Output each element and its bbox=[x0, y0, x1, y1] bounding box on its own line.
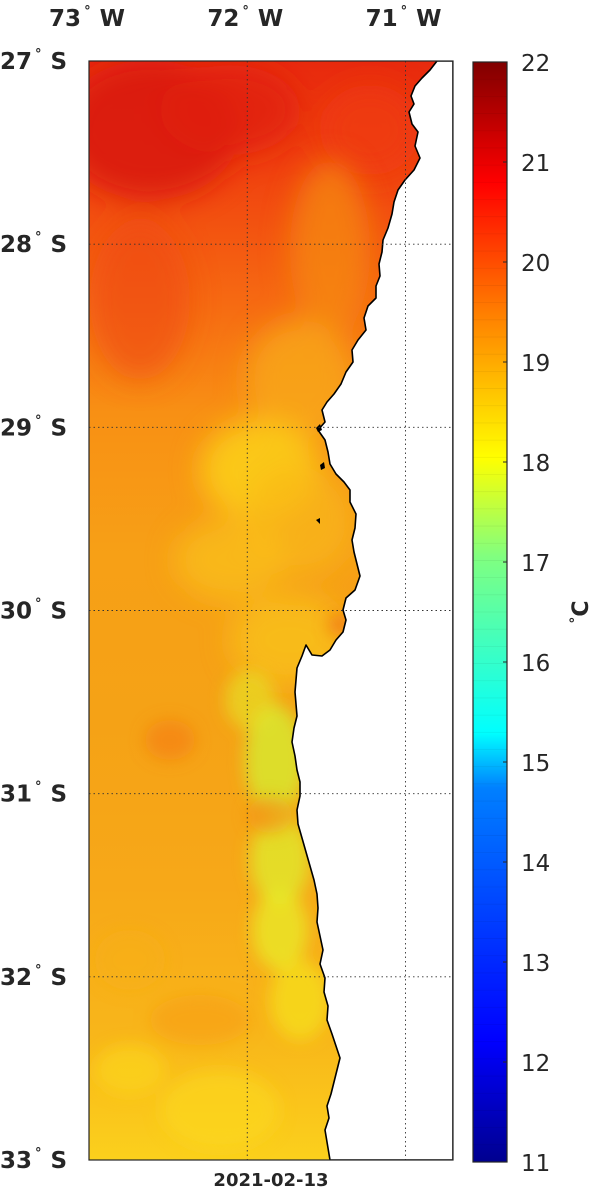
island bbox=[316, 424, 322, 432]
longitude-label: 71 ° W bbox=[366, 4, 442, 32]
colorbar-bands bbox=[473, 78, 507, 1146]
colorbar-tick-label: 13 bbox=[521, 951, 550, 977]
colorbar-tick-label: 12 bbox=[521, 1051, 550, 1077]
latitude-label: 30 ° S bbox=[0, 597, 67, 625]
sst-field bbox=[89, 61, 453, 1160]
longitude-label: 72 ° W bbox=[207, 4, 283, 32]
colorbar-tick-label: 19 bbox=[521, 351, 550, 377]
unit-degree-symbol: ° bbox=[568, 617, 584, 624]
colorbar-tick-label: 16 bbox=[521, 651, 550, 677]
latitude-label: 33 ° S bbox=[0, 1146, 67, 1174]
svg-text:°C: °C bbox=[568, 600, 593, 623]
colorbar-tick-label: 17 bbox=[521, 551, 550, 577]
longitude-label: 73 ° W bbox=[49, 4, 125, 32]
longitude-labels: 73 ° W 72 ° W 71 ° W bbox=[49, 4, 441, 32]
colorbar-tick-label: 14 bbox=[521, 851, 550, 877]
latitude-label: 29 ° S bbox=[0, 413, 67, 441]
colorbar-tick-label: 22 bbox=[521, 51, 550, 77]
colorbar-tick-label: 20 bbox=[521, 251, 550, 277]
colorbar-gradient bbox=[472, 61, 508, 1163]
colorbar-unit: °C bbox=[568, 600, 593, 623]
latitude-label: 31 ° S bbox=[0, 780, 67, 808]
latitude-labels: 27 ° S 28 ° S 29 ° S 30 ° S 31 ° S 32 ° S 33 ° S bbox=[0, 47, 67, 1174]
island bbox=[320, 462, 325, 470]
latitude-label: 32 ° S bbox=[0, 963, 67, 991]
island bbox=[316, 518, 320, 524]
latitude-label: 28 ° S bbox=[0, 230, 67, 258]
colorbar-tick-label: 15 bbox=[521, 751, 550, 777]
date-label: 2021-02-13 bbox=[213, 1170, 328, 1188]
unit-text: C bbox=[569, 600, 593, 616]
colorbar: 22 21 20 19 18 17 16 15 14 13 12 11 °C bbox=[472, 51, 593, 1177]
map-grid bbox=[89, 61, 453, 1160]
map-frame bbox=[88, 60, 454, 1161]
colorbar-ticks: 22 21 20 19 18 17 16 15 14 13 12 11 bbox=[503, 51, 550, 1177]
latitude-label: 27 ° S bbox=[0, 47, 67, 75]
colorbar-tick-label: 11 bbox=[521, 1151, 550, 1177]
colorbar-tick-label: 21 bbox=[521, 151, 550, 177]
colorbar-tick-label: 18 bbox=[521, 451, 550, 477]
